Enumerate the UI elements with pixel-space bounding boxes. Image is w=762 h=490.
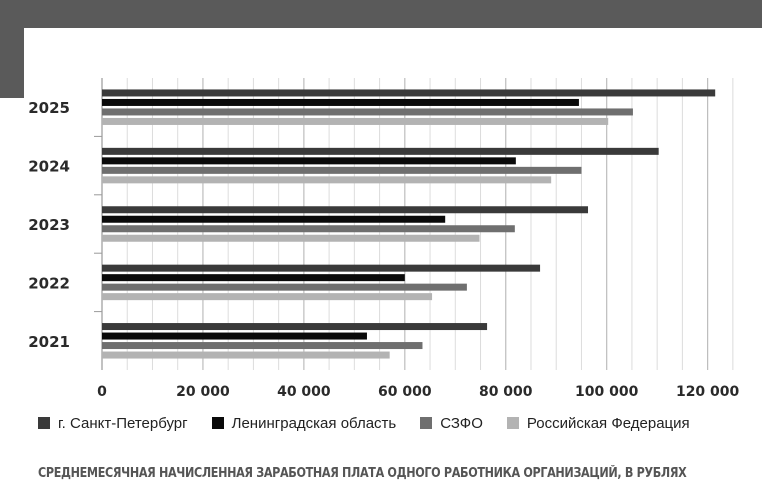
bar-2023-2 [102,225,515,233]
legend-label-rf: Российская Федерация [526,414,690,432]
legend-swatch-szfo [420,417,433,429]
bar-2022-1 [102,274,405,282]
chart-legend: г. Санкт-Петербург Ленинградская область… [38,412,762,434]
bar-2025-1 [102,98,579,106]
y-tick-label: 2024 [28,158,70,176]
legend-swatch-lenobl [211,417,224,429]
bar-2022-0 [102,264,541,272]
bar-2024-0 [102,147,659,155]
legend-item-spb: г. Санкт-Петербург [38,415,188,432]
bar-2025-0 [102,89,716,97]
side-decor-bar [0,0,24,98]
bar-2025-2 [102,108,633,116]
bar-2024-2 [102,166,582,174]
bar-2022-3 [102,293,433,301]
legend-swatch-rf [506,417,519,429]
bar-2021-1 [102,332,367,340]
legend-item-lenobl: Ленинградская область [211,414,397,432]
x-tick-label: 120 000 [676,384,740,400]
x-tick-label: 20 000 [176,384,230,400]
y-tick-label: 2022 [28,274,70,292]
bar-2023-0 [102,206,589,214]
header-decor-bar [0,0,762,28]
x-tick-label: 100 000 [575,384,639,400]
x-tick-label: 60 000 [378,384,432,400]
x-tick-label: 0 [97,384,107,400]
bar-2021-2 [102,342,423,350]
legend-item-rf: Российская Федерация [506,414,690,432]
bar-2021-3 [102,351,390,359]
x-tick-label: 80 000 [479,384,533,400]
bar-chart: 2025 2024 2023 2022 2021 0 20 000 40 000 60 000 8… [28,78,740,400]
legend-label-spb: г. Санкт-Петербург [58,414,188,432]
bar-2022-2 [102,283,467,291]
bar-2024-1 [102,157,516,165]
bar-2023-3 [102,234,480,242]
y-tick-label: 2025 [28,99,70,117]
y-tick-label: 2021 [28,333,70,351]
bar-2023-1 [102,215,446,223]
bar-2025-3 [102,117,609,125]
x-tick-label: 40 000 [277,384,331,400]
y-tick-label: 2023 [28,216,70,234]
bar-2024-3 [102,176,552,184]
legend-swatch-spb [38,417,50,429]
legend-item-szfo: СЗФО [420,415,483,432]
legend-label-szfo: СЗФО [440,414,483,432]
legend-label-lenobl: Ленинградская область [231,414,397,432]
chart-caption: СРЕДНЕМЕСЯЧНАЯ НАЧИСЛЕННАЯ ЗАРАБОТНАЯ ПЛ… [38,466,687,481]
bar-2021-0 [102,323,488,331]
